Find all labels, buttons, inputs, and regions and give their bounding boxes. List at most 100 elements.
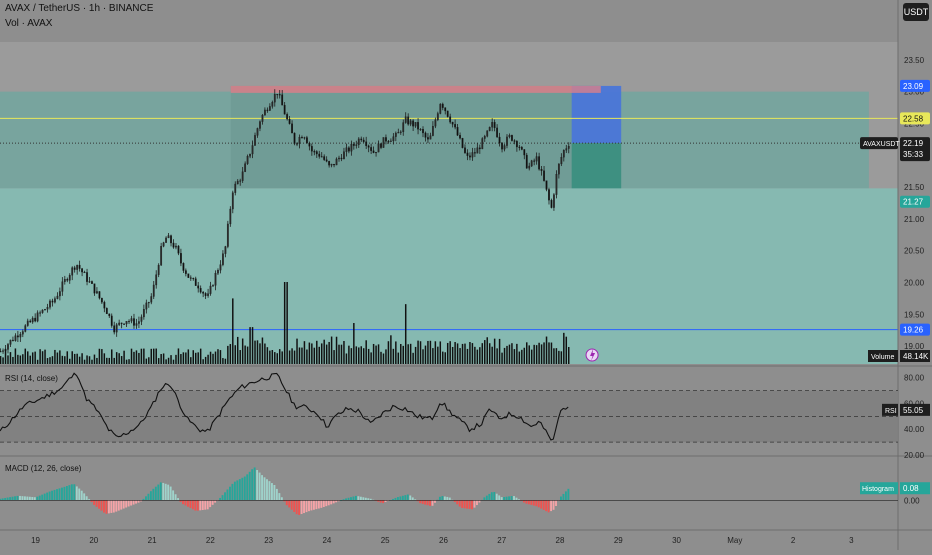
macd-bar bbox=[288, 500, 291, 508]
candle-body bbox=[81, 268, 83, 273]
macd-bar bbox=[295, 500, 298, 515]
macd-bar bbox=[63, 486, 66, 501]
candle-body bbox=[128, 320, 130, 323]
candle-body bbox=[567, 146, 570, 149]
volume-bar bbox=[41, 351, 44, 364]
macd-bar bbox=[273, 484, 276, 501]
macd-bar bbox=[107, 500, 110, 514]
volume-bar bbox=[484, 340, 486, 364]
volume-bar bbox=[409, 343, 412, 364]
volume-bar bbox=[526, 342, 528, 364]
candle-body bbox=[429, 135, 432, 140]
volume-bar bbox=[491, 346, 493, 364]
range-box-top-band bbox=[230, 85, 601, 93]
volume-bar bbox=[180, 354, 182, 364]
volume-bar bbox=[96, 357, 98, 364]
volume-bar bbox=[12, 356, 14, 364]
volume-bar bbox=[128, 359, 130, 364]
volume-bar bbox=[454, 342, 456, 364]
macd-bar bbox=[179, 500, 182, 502]
candle-body bbox=[113, 325, 116, 333]
volume-bar bbox=[39, 349, 41, 364]
volume-bar bbox=[501, 352, 503, 364]
candle-body bbox=[488, 127, 491, 131]
candle-body bbox=[147, 302, 150, 304]
candle-body bbox=[520, 146, 523, 150]
candle-body bbox=[100, 297, 103, 303]
candle-body bbox=[130, 318, 133, 322]
candle-body bbox=[362, 139, 365, 142]
macd-bar bbox=[463, 500, 466, 509]
volume-bar bbox=[244, 345, 246, 364]
volume-bar bbox=[7, 355, 9, 364]
macd-bar bbox=[127, 500, 130, 507]
candle-body bbox=[409, 120, 412, 125]
candle-body bbox=[441, 103, 444, 108]
candle-body bbox=[71, 267, 74, 276]
volume-bar bbox=[412, 352, 414, 364]
macd-bar bbox=[332, 500, 335, 504]
candle-body bbox=[51, 300, 54, 303]
macd-bar bbox=[31, 496, 34, 501]
candle-body bbox=[123, 323, 125, 325]
candle-body bbox=[434, 119, 437, 127]
macd-bar bbox=[335, 500, 338, 503]
candle-body bbox=[259, 121, 261, 129]
macd-bar bbox=[458, 500, 461, 507]
macd-bar bbox=[461, 500, 464, 508]
volume-bar bbox=[217, 349, 219, 364]
volume-bar bbox=[318, 346, 320, 364]
volume-bar bbox=[432, 348, 434, 364]
candle-body bbox=[170, 235, 172, 244]
currency-button[interactable]: USDT bbox=[903, 3, 929, 21]
volume-bar bbox=[222, 358, 224, 364]
volume-bar bbox=[563, 332, 565, 364]
volume-legend-title[interactable]: Vol · AVAX bbox=[5, 18, 53, 29]
candle-body bbox=[525, 154, 528, 169]
macd-bar bbox=[342, 499, 345, 501]
macd-bar bbox=[209, 500, 212, 508]
candle-body bbox=[91, 281, 93, 284]
candle-body bbox=[180, 253, 182, 264]
volume-bar bbox=[133, 351, 135, 364]
current-price-tag bbox=[900, 137, 930, 162]
volume-bar bbox=[456, 343, 459, 364]
macd-bar bbox=[401, 495, 404, 501]
macd-bar bbox=[73, 484, 76, 501]
candle-body bbox=[54, 298, 56, 303]
macd-bar bbox=[317, 500, 320, 509]
macd-bar bbox=[182, 500, 184, 505]
candle-body bbox=[83, 271, 86, 274]
macd-bar bbox=[483, 497, 486, 501]
macd-bar bbox=[392, 498, 394, 501]
volume-bar bbox=[34, 351, 36, 364]
candle-body bbox=[24, 325, 27, 332]
volume-bar bbox=[254, 340, 256, 364]
candle-body bbox=[184, 270, 187, 274]
time-axis-tick: 19 bbox=[31, 536, 40, 545]
candle-body bbox=[328, 161, 331, 166]
candle-body bbox=[392, 136, 395, 142]
rsi-tag-label: RSI bbox=[885, 408, 897, 415]
macd-bar bbox=[115, 500, 118, 512]
macd-bar bbox=[157, 484, 160, 501]
time-axis-tick: 30 bbox=[672, 536, 681, 545]
macd-bar bbox=[347, 497, 350, 501]
macd-bar bbox=[159, 482, 162, 501]
candle-body bbox=[26, 320, 29, 326]
candle-body bbox=[226, 223, 229, 247]
symbol-title[interactable]: AVAX / TetherUS · 1h · BINANCE bbox=[5, 3, 154, 14]
macd-bar bbox=[221, 495, 224, 501]
candle-body bbox=[380, 143, 382, 148]
time-axis-tick: 27 bbox=[497, 536, 506, 545]
volume-bar bbox=[194, 352, 197, 364]
price-level-tag bbox=[900, 79, 930, 92]
candle-body bbox=[44, 309, 46, 311]
macd-bar bbox=[498, 495, 501, 501]
macd-bar bbox=[65, 486, 68, 501]
candle-body bbox=[9, 339, 12, 345]
macd-bar bbox=[41, 494, 44, 501]
macd-bar bbox=[399, 496, 402, 501]
candle-body bbox=[449, 116, 452, 123]
